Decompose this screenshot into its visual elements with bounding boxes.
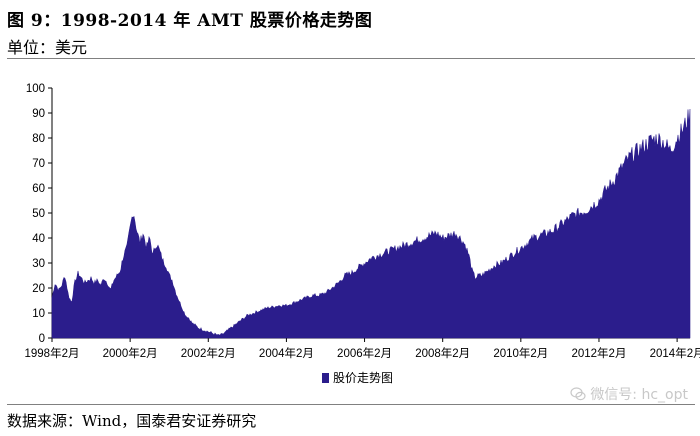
- series-layer: [51, 108, 691, 339]
- x-tick-label: 2000年2月: [103, 346, 158, 360]
- y-tick-label: 50: [32, 208, 45, 220]
- x-tick-label: 2012年2月: [571, 346, 626, 360]
- x-tick-label: 2002年2月: [181, 346, 236, 360]
- y-tick-label: 0: [39, 333, 45, 345]
- price-chart: 0 10 20 30 40 50 60 70 80 90 100 1998年2月 2000年2月 200…: [25, 83, 700, 385]
- y-tick-label: 70: [32, 158, 45, 170]
- price-area-series: [51, 108, 691, 339]
- watermark-text: 微信号: hc_opt: [590, 387, 688, 403]
- chart-title: 图 9：1998-2014 年 AMT 股票价格走势图: [7, 11, 373, 31]
- y-tick-label: 100: [26, 83, 45, 95]
- x-tick-label: 2006年2月: [337, 346, 392, 360]
- x-tick-label: 2010年2月: [493, 346, 548, 360]
- y-tick-label: 20: [32, 283, 45, 295]
- y-tick-label: 30: [32, 258, 45, 270]
- wechat-icon: [570, 386, 586, 402]
- legend-label: 股价走势图: [333, 371, 393, 385]
- y-tick-label: 80: [32, 133, 45, 145]
- x-tick-label: 2008年2月: [415, 346, 470, 360]
- x-tick-label: 2004年2月: [259, 346, 314, 360]
- x-tick-label: 2014年2月: [650, 346, 700, 360]
- y-tick-label: 60: [32, 183, 45, 195]
- y-tick-label: 10: [32, 308, 45, 320]
- unit-label: 单位：美元: [7, 38, 88, 57]
- legend: 股价走势图: [322, 371, 393, 385]
- top-rule: [7, 58, 695, 59]
- x-axis: 1998年2月 2000年2月 2002年2月 2004年2月 2006年2月 2008年…: [25, 337, 700, 360]
- x-tick-label: 1998年2月: [25, 346, 80, 360]
- y-tick-label: 90: [32, 108, 45, 120]
- y-tick-label: 40: [32, 233, 45, 245]
- y-axis: 0 10 20 30 40 50 60 70 80 90 100: [26, 83, 53, 345]
- watermark: 微信号: hc_opt: [570, 384, 688, 404]
- bottom-rule: [7, 404, 695, 405]
- legend-swatch: [322, 373, 329, 383]
- source-note: 数据来源：Wind，国泰君安证券研究: [7, 412, 257, 430]
